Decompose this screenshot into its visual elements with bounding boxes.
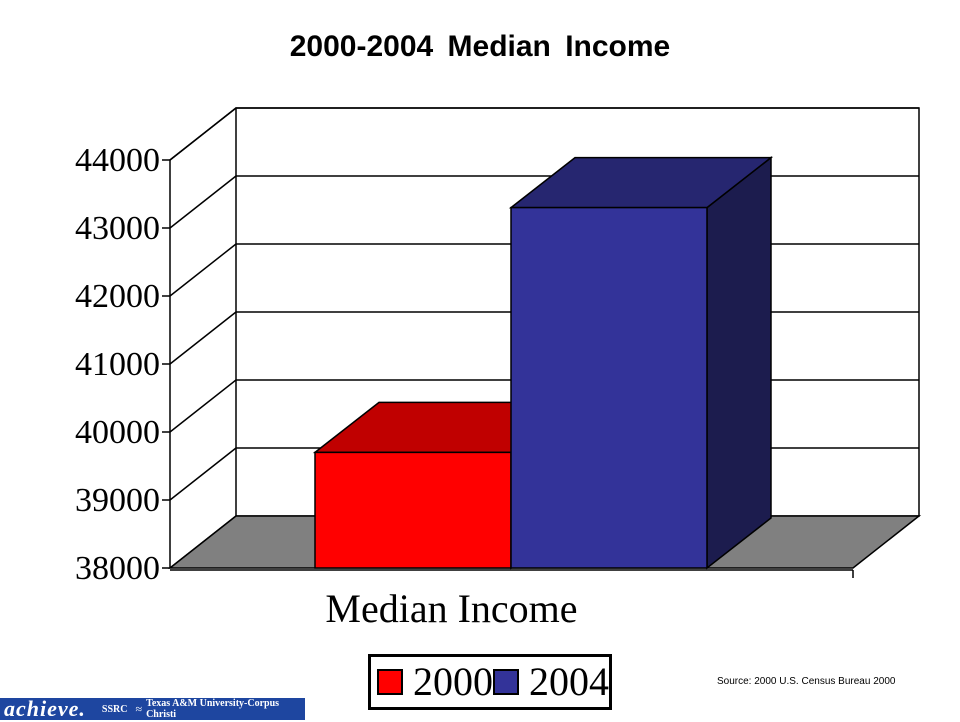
x-category-label: Median Income: [325, 586, 577, 631]
bar-2004-side: [706, 156, 772, 570]
university-label: Texas A&M University-Corpus Christi: [146, 698, 280, 720]
legend-swatch-2004: [493, 669, 519, 695]
y-tick-label: 43000: [75, 210, 160, 247]
legend: 2000 2004: [368, 654, 612, 710]
side-wall-gridline: [169, 311, 237, 365]
side-wall-gridline: [169, 243, 237, 297]
wave-icon: ≈: [135, 701, 143, 716]
bar-2000-front: [314, 451, 512, 569]
y-tick-label: 44000: [75, 142, 160, 179]
side-wall-gridline: [169, 447, 237, 501]
y-tick-label: 39000: [75, 482, 160, 519]
side-wall-gridline: [169, 175, 237, 229]
side-wall-gridline: [169, 379, 237, 433]
achieve-logo: achieve.: [4, 696, 86, 721]
legend-item-2004: 2004: [493, 662, 609, 702]
footer-banner: achieve. SSRC ≈ Texas A&M University-Cor…: [0, 696, 305, 721]
legend-swatch-2000: [377, 669, 403, 695]
legend-label-2000: 2000: [413, 659, 493, 704]
side-wall-edge: [169, 107, 237, 161]
chart-title: 2000-2004 Median Income: [289, 30, 671, 63]
source-note: Source: 2000 U.S. Census Bureau 2000: [717, 676, 896, 687]
y-tick-label: 40000: [75, 414, 160, 451]
legend-item-2000: 2000: [377, 662, 493, 702]
bar-chart: 38000 39000 40000 41000 42000 43000 44000 Media…: [75, 107, 922, 631]
bar-2004-front: [510, 206, 708, 569]
legend-label-2004: 2004: [529, 659, 609, 704]
y-tick-label: 38000: [75, 550, 160, 587]
y-tick-label: 42000: [75, 278, 160, 315]
ssrc-label: SSRC: [101, 703, 128, 715]
y-tick-label: 41000: [75, 346, 160, 383]
